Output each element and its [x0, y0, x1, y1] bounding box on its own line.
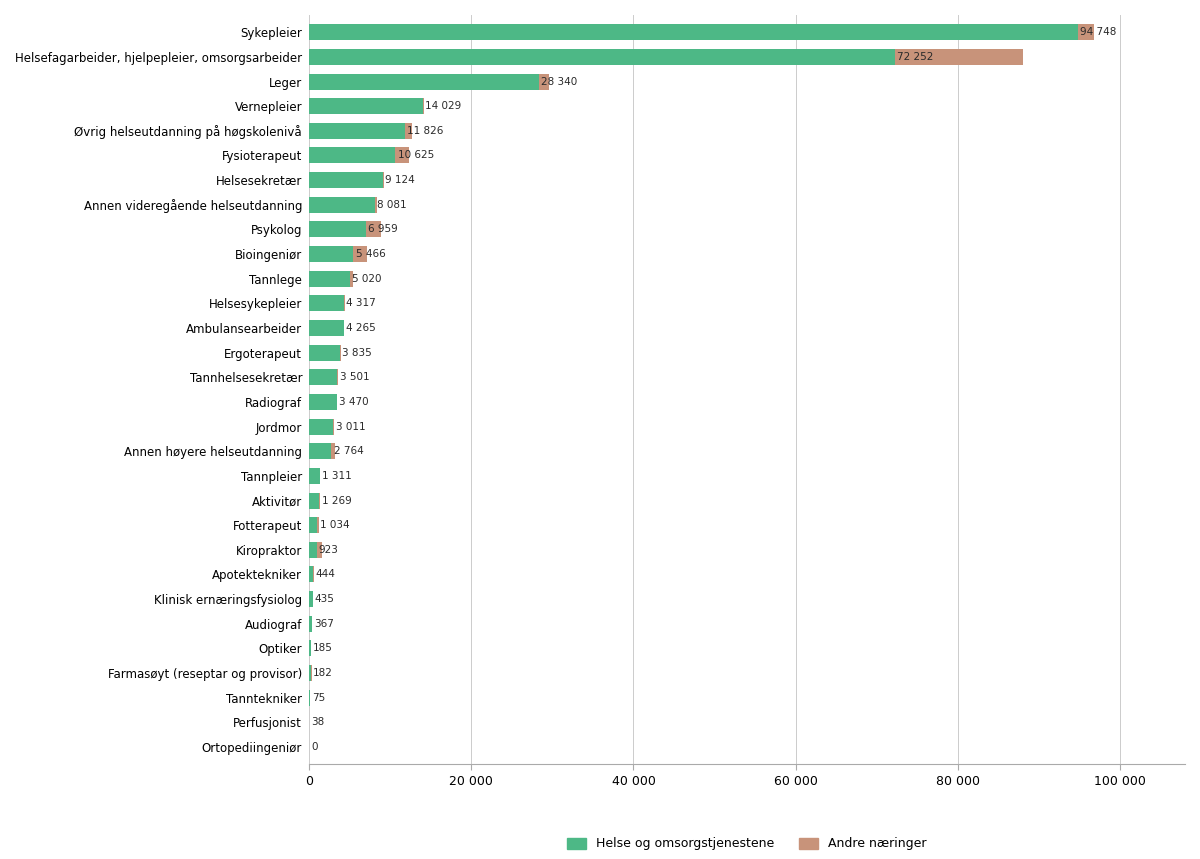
Bar — [317, 542, 322, 557]
Text: 10 625: 10 625 — [397, 150, 433, 161]
Bar — [310, 148, 395, 163]
Bar — [310, 49, 895, 65]
Text: 3 011: 3 011 — [336, 422, 365, 431]
Bar — [310, 123, 404, 139]
Bar — [404, 123, 413, 139]
Bar — [310, 271, 349, 287]
Text: 1 311: 1 311 — [322, 471, 352, 481]
Text: 28 340: 28 340 — [541, 76, 577, 87]
Text: 0: 0 — [311, 742, 318, 752]
Text: 3 470: 3 470 — [340, 397, 370, 407]
Bar — [310, 418, 334, 435]
Bar — [310, 665, 311, 681]
Bar — [313, 566, 314, 582]
Text: 3 501: 3 501 — [340, 372, 370, 382]
Bar — [310, 344, 340, 361]
Bar — [374, 197, 377, 213]
Text: 8 081: 8 081 — [377, 200, 407, 210]
Bar — [310, 74, 539, 89]
Bar — [310, 320, 343, 336]
Bar — [395, 148, 409, 163]
Text: 1 269: 1 269 — [322, 496, 352, 506]
Bar — [422, 98, 424, 114]
Bar — [310, 443, 331, 460]
Bar — [331, 443, 335, 460]
Text: 4 317: 4 317 — [347, 298, 376, 308]
Text: 94 748: 94 748 — [1080, 27, 1116, 37]
Text: 185: 185 — [313, 643, 332, 654]
Bar — [366, 222, 380, 237]
Bar — [310, 369, 337, 386]
Bar — [310, 246, 354, 262]
Text: 75: 75 — [312, 692, 325, 703]
Bar — [310, 517, 318, 533]
Text: 1 034: 1 034 — [319, 521, 349, 530]
Text: 5 020: 5 020 — [352, 274, 382, 283]
Bar — [310, 616, 312, 631]
Bar — [310, 172, 383, 188]
Bar — [895, 49, 1022, 65]
Bar — [310, 542, 317, 557]
Text: 6 959: 6 959 — [367, 224, 397, 235]
Bar — [310, 492, 319, 509]
Text: 14 029: 14 029 — [425, 101, 461, 111]
Bar — [310, 24, 1078, 40]
Text: 38: 38 — [312, 717, 325, 728]
Bar — [310, 591, 312, 607]
Text: 435: 435 — [314, 594, 335, 604]
Bar — [310, 566, 313, 582]
Text: 11 826: 11 826 — [407, 125, 444, 136]
Text: 923: 923 — [319, 545, 338, 555]
Text: 4 265: 4 265 — [346, 323, 376, 333]
Bar — [310, 394, 337, 410]
Text: 2 764: 2 764 — [334, 446, 364, 456]
Legend: Helse og omsorgstjenestene, Andre næringer: Helse og omsorgstjenestene, Andre næring… — [563, 832, 931, 856]
Text: 9 124: 9 124 — [385, 175, 415, 186]
Text: 5 466: 5 466 — [355, 249, 385, 259]
Bar — [310, 641, 311, 656]
Bar — [349, 271, 354, 287]
Bar — [310, 468, 319, 484]
Bar — [1078, 24, 1093, 40]
Text: 444: 444 — [314, 570, 335, 580]
Bar — [310, 222, 366, 237]
Bar — [354, 246, 367, 262]
Text: 182: 182 — [313, 668, 332, 678]
Bar — [310, 197, 374, 213]
Bar — [539, 74, 548, 89]
Text: 367: 367 — [314, 618, 334, 629]
Bar — [318, 517, 319, 533]
Text: 72 252: 72 252 — [898, 52, 934, 62]
Bar — [310, 98, 422, 114]
Bar — [310, 295, 344, 311]
Text: 3 835: 3 835 — [342, 348, 372, 357]
